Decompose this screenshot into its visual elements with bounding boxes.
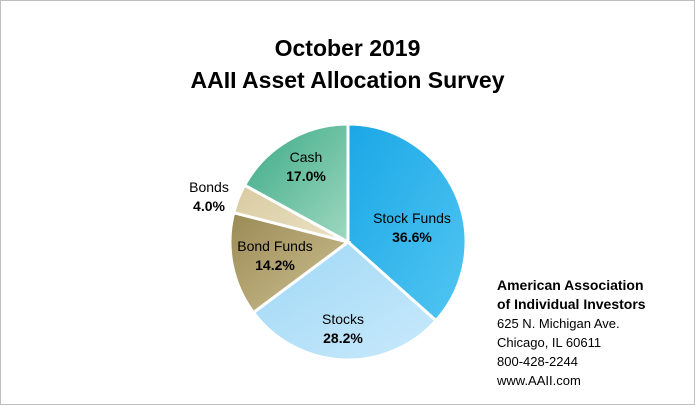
slice-value-stocks: 28.2% (323, 330, 363, 346)
slice-label-cash: Cash (290, 149, 323, 165)
org-website: www.AAII.com (497, 373, 581, 388)
slice-value-bond-funds: 14.2% (255, 257, 295, 273)
chart-title-line1: October 2019 (274, 35, 421, 61)
slice-value-bonds: 4.0% (193, 198, 225, 214)
chart-title-line2: AAII Asset Allocation Survey (190, 67, 505, 93)
pie-slice-cash (242, 122, 350, 245)
org-name-line2: of Individual Investors (497, 296, 646, 312)
pie-slice-stock-funds (346, 122, 468, 323)
slice-value-stock-funds: 36.6% (392, 229, 432, 245)
slice-label-bond-funds: Bond Funds (237, 238, 313, 254)
org-address: 625 N. Michigan Ave. (497, 316, 620, 331)
org-name-line1: American Association (497, 277, 644, 293)
slice-label-stock-funds: Stock Funds (373, 210, 451, 226)
org-phone: 800-428-2244 (497, 354, 578, 369)
pie-slice-stocks (251, 240, 439, 362)
organization-block: American Association of Individual Inves… (497, 276, 646, 390)
slice-label-bonds: Bonds (189, 179, 229, 195)
slice-value-cash: 17.0% (286, 168, 326, 184)
slice-label-stocks: Stocks (322, 311, 364, 327)
pie-slice-bond-funds (228, 210, 352, 315)
org-city: Chicago, IL 60611 (497, 335, 602, 350)
